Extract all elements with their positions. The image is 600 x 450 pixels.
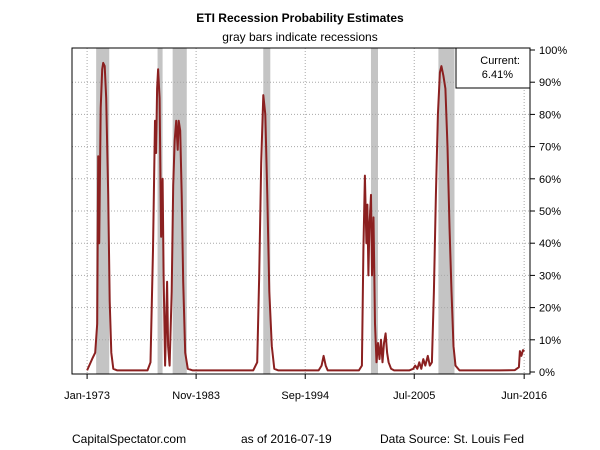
y-tick-label-7: 70% bbox=[539, 142, 561, 154]
chart-subtitle: gray bars indicate recessions bbox=[222, 30, 377, 44]
y-tick-label-2: 20% bbox=[539, 303, 561, 315]
probability-series bbox=[86, 61, 525, 372]
legend-value: 6.41% bbox=[482, 69, 513, 81]
x-tick-label-1: Nov-1983 bbox=[172, 390, 220, 402]
y-tick-label-1: 10% bbox=[539, 335, 561, 347]
legend-label: Current: bbox=[480, 55, 520, 67]
y-tick-label-0: 0% bbox=[539, 367, 555, 379]
recession-bar-5 bbox=[438, 48, 455, 374]
footer-source-site: CapitalSpectator.com bbox=[72, 432, 187, 446]
x-tick-label-0: Jan-1973 bbox=[64, 390, 110, 402]
legend-box bbox=[455, 47, 531, 89]
x-axis: Jan-1973 Nov-1983 Sep-1994 Jul-2005 Jun-2016 bbox=[64, 374, 547, 402]
y-axis: 0% 10% 20% 30% 40% 50% 60% 70% 80% 90% 100% bbox=[530, 45, 567, 379]
y-tick-label-10: 100% bbox=[539, 45, 567, 57]
series-line-0 bbox=[86, 61, 525, 372]
y-tick-label-4: 40% bbox=[539, 238, 561, 250]
footer-as-of-date: as of 2016-07-19 bbox=[241, 432, 332, 446]
current-value-legend: Current: 6.41% bbox=[455, 47, 531, 89]
x-tick-label-4: Jun-2016 bbox=[501, 390, 547, 402]
grid-lines bbox=[72, 48, 530, 374]
recession-bar-4 bbox=[370, 48, 379, 374]
recession-bars bbox=[96, 48, 455, 374]
y-tick-label-6: 60% bbox=[539, 174, 561, 186]
y-tick-label-9: 90% bbox=[539, 77, 561, 89]
y-tick-label-5: 50% bbox=[539, 206, 561, 218]
chart-title: ETI Recession Probability Estimates bbox=[196, 11, 404, 25]
x-tick-label-3: Jul-2005 bbox=[393, 390, 435, 402]
y-tick-label-8: 80% bbox=[539, 109, 561, 121]
footer-data-source: Data Source: St. Louis Fed bbox=[380, 432, 525, 446]
y-tick-label-3: 30% bbox=[539, 270, 561, 282]
x-tick-label-2: Sep-1994 bbox=[281, 390, 329, 402]
